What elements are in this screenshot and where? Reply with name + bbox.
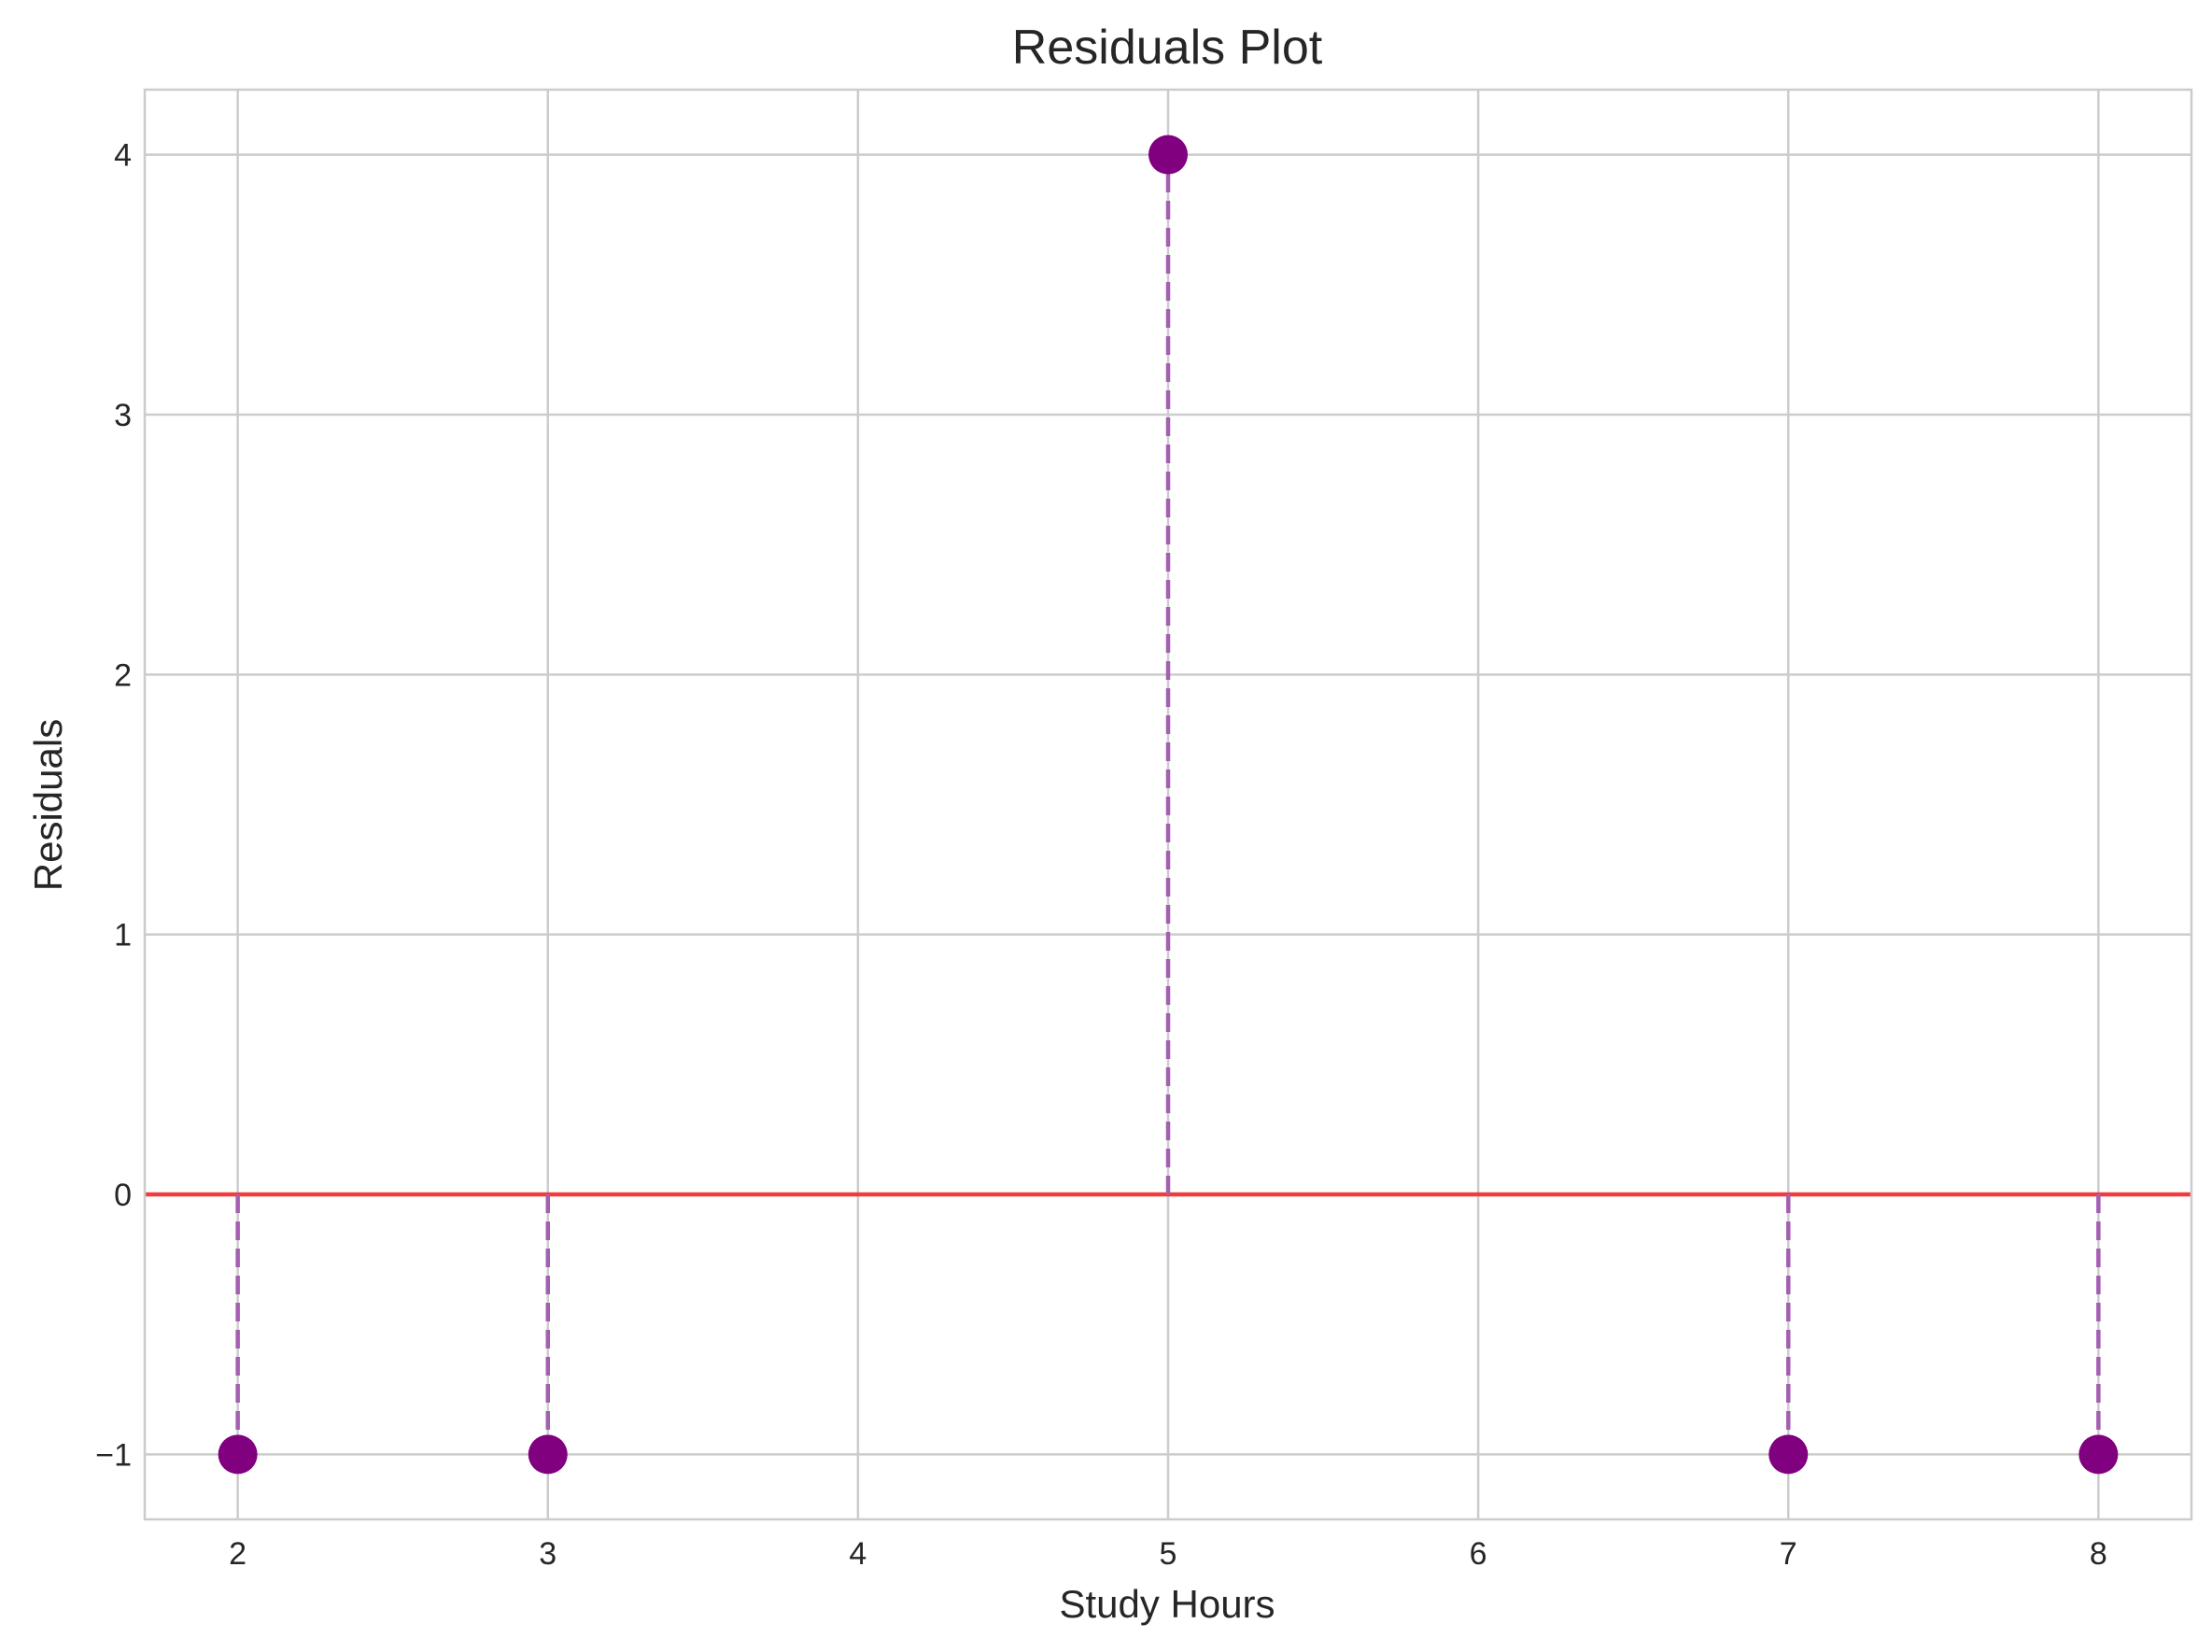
- y-tick-label: 0: [114, 1178, 132, 1213]
- data-point: [218, 1434, 258, 1475]
- x-tick-label: 4: [849, 1536, 866, 1572]
- y-tick-labels: −1 0 1 2 3 4: [95, 138, 132, 1474]
- x-tick-label: 3: [539, 1536, 557, 1572]
- x-axis-label: Study Hours: [1059, 1582, 1275, 1626]
- x-tick-label: 5: [1160, 1536, 1177, 1572]
- data-point: [2078, 1434, 2119, 1475]
- x-tick-label: 2: [229, 1536, 247, 1572]
- x-tick-label: 6: [1470, 1536, 1487, 1572]
- y-tick-label: 1: [114, 918, 132, 953]
- y-axis-label: Residuals: [26, 719, 70, 891]
- y-tick-label: 4: [114, 138, 132, 174]
- y-tick-label: −1: [95, 1437, 132, 1473]
- plot-frame: [143, 88, 2193, 1521]
- residual-points: [218, 134, 2119, 1475]
- chart-title: Residuals Plot: [1012, 21, 1323, 75]
- data-point: [528, 1434, 568, 1475]
- data-point: [1148, 134, 1188, 175]
- residual-stems: [235, 154, 2101, 1455]
- x-tick-label: 8: [2090, 1536, 2107, 1572]
- y-tick-label: 2: [114, 657, 132, 693]
- x-tick-label: 7: [1780, 1536, 1797, 1572]
- x-tick-labels: 2 3 4 5 6 7 8: [229, 1536, 2107, 1572]
- y-tick-label: 3: [114, 398, 132, 433]
- data-point: [1768, 1434, 1809, 1475]
